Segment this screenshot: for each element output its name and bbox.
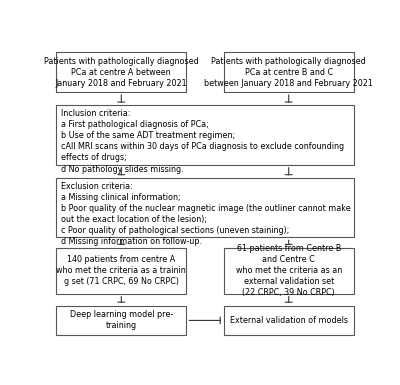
FancyBboxPatch shape <box>56 178 354 238</box>
FancyBboxPatch shape <box>224 52 354 92</box>
Text: Patients with pathologically diagnosed
PCa at centre B and C
between January 201: Patients with pathologically diagnosed P… <box>204 57 373 88</box>
Text: Patients with pathologically diagnosed
PCa at centre A between
January 2018 and : Patients with pathologically diagnosed P… <box>44 57 199 88</box>
Text: 140 patients from centre A
who met the criteria as a trainin
g set (71 CRPC, 69 : 140 patients from centre A who met the c… <box>56 255 186 286</box>
FancyBboxPatch shape <box>224 306 354 335</box>
FancyBboxPatch shape <box>56 248 186 294</box>
Text: 61 patients from Centre B
and Centre C
who met the criteria as an
external valid: 61 patients from Centre B and Centre C w… <box>236 244 342 298</box>
Text: Deep learning model pre-
training: Deep learning model pre- training <box>70 310 173 330</box>
Text: External validation of models: External validation of models <box>230 316 348 325</box>
FancyBboxPatch shape <box>56 52 186 92</box>
Text: Inclusion criteria:
a First pathological diagnosis of PCa;
b Use of the same ADT: Inclusion criteria: a First pathological… <box>61 109 344 174</box>
Text: Exclusion criteria:
a Missing clinical information;
b Poor quality of the nuclea: Exclusion criteria: a Missing clinical i… <box>61 182 350 246</box>
FancyBboxPatch shape <box>224 248 354 294</box>
FancyBboxPatch shape <box>56 105 354 165</box>
FancyBboxPatch shape <box>56 306 186 335</box>
